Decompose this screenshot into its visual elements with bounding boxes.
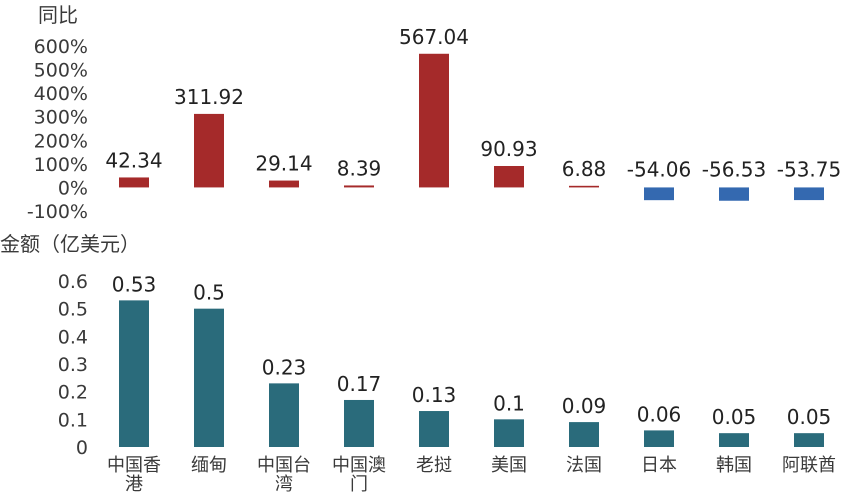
bottom-y-tick: 0	[76, 437, 88, 459]
top-data-label: -54.06	[627, 157, 691, 181]
bottom-y-tick: 0.3	[58, 354, 88, 376]
bottom-data-labels: 0.53 0.5 0.23 0.17 0.13 0.1 0.09 0.06 0.05 0.05	[112, 272, 832, 429]
top-data-label: 90.93	[480, 137, 537, 161]
bottom-data-label: 0.06	[637, 402, 682, 426]
top-bar	[194, 113, 224, 188]
top-data-label: 8.39	[337, 156, 382, 180]
bottom-bar	[719, 433, 749, 447]
category-label: 中国澳门	[332, 455, 386, 493]
bottom-data-label: 0.13	[412, 383, 457, 407]
bottom-y-tick: 0.1	[58, 409, 88, 431]
top-bar	[269, 180, 299, 188]
top-bar	[419, 53, 449, 188]
top-bar	[344, 185, 374, 188]
top-bar	[569, 185, 599, 188]
bottom-y-tick: 0.4	[58, 326, 88, 348]
top-y-tick: 400%	[34, 83, 88, 105]
top-y-tick: 200%	[34, 130, 88, 152]
bottom-data-label: 0.1	[493, 391, 525, 415]
category-label: 法国	[566, 455, 602, 476]
top-axis-title: 同比	[38, 3, 78, 27]
top-bar	[644, 187, 674, 201]
bottom-bar	[794, 433, 824, 447]
top-y-tick: 600%	[34, 36, 88, 58]
category-label: 中国台湾	[257, 455, 311, 493]
bottom-y-tick: 0.5	[58, 299, 88, 321]
bottom-bar	[344, 399, 374, 447]
top-y-ticks: 600%500%400%300%200%100%0%-100%	[27, 36, 88, 223]
category-label: 阿联酋	[782, 455, 836, 476]
top-data-label: 311.92	[174, 85, 244, 109]
bottom-bar	[494, 419, 524, 447]
top-bar	[794, 187, 824, 201]
bottom-bar	[269, 383, 299, 447]
bottom-y-tick: 0.2	[58, 382, 88, 404]
bottom-axis-title: 金额（亿美元）	[0, 232, 140, 256]
top-data-label: 42.34	[105, 148, 162, 172]
bottom-bar	[644, 430, 674, 447]
bottom-bars	[119, 300, 824, 447]
bottom-data-label: 0.09	[562, 394, 607, 418]
bottom-data-label: 0.17	[337, 372, 382, 396]
bottom-bar	[569, 422, 599, 447]
bottom-bar	[419, 411, 449, 447]
bottom-data-label: 0.5	[193, 281, 225, 305]
bottom-data-label: 0.53	[112, 272, 157, 296]
top-y-tick: -100%	[27, 201, 88, 223]
top-bar	[119, 177, 149, 188]
top-data-label: -53.75	[777, 157, 841, 181]
bottom-y-tick: 0.6	[58, 271, 88, 293]
top-bars	[119, 53, 824, 201]
top-data-label: 567.04	[399, 25, 469, 49]
category-label: 日本	[641, 455, 677, 476]
top-data-label: 6.88	[562, 157, 607, 181]
category-label: 中国香港	[107, 455, 161, 493]
top-bar	[494, 165, 524, 188]
top-bar	[719, 187, 749, 201]
category-label: 缅甸	[191, 455, 227, 476]
bottom-y-ticks: 0.6 0.5 0.4 0.3 0.2 0.1 0	[58, 271, 88, 459]
category-label: 老挝	[416, 455, 452, 476]
top-data-label: -56.53	[702, 157, 766, 181]
top-data-label: 29.14	[255, 152, 312, 176]
top-y-tick: 500%	[34, 60, 88, 82]
category-label: 美国	[491, 455, 527, 476]
top-y-tick: 300%	[34, 107, 88, 129]
bottom-bar	[119, 300, 149, 447]
bottom-data-label: 0.23	[262, 355, 307, 379]
top-y-tick: 0%	[58, 177, 88, 199]
bottom-bar	[194, 308, 224, 447]
bottom-data-label: 0.05	[787, 405, 832, 429]
top-y-tick: 100%	[34, 154, 88, 176]
top-data-labels: 42.34 311.92 29.14 8.39 567.04 90.93 6.88 -54.0…	[105, 25, 841, 182]
category-label: 韩国	[716, 455, 752, 476]
bottom-data-label: 0.05	[712, 405, 757, 429]
